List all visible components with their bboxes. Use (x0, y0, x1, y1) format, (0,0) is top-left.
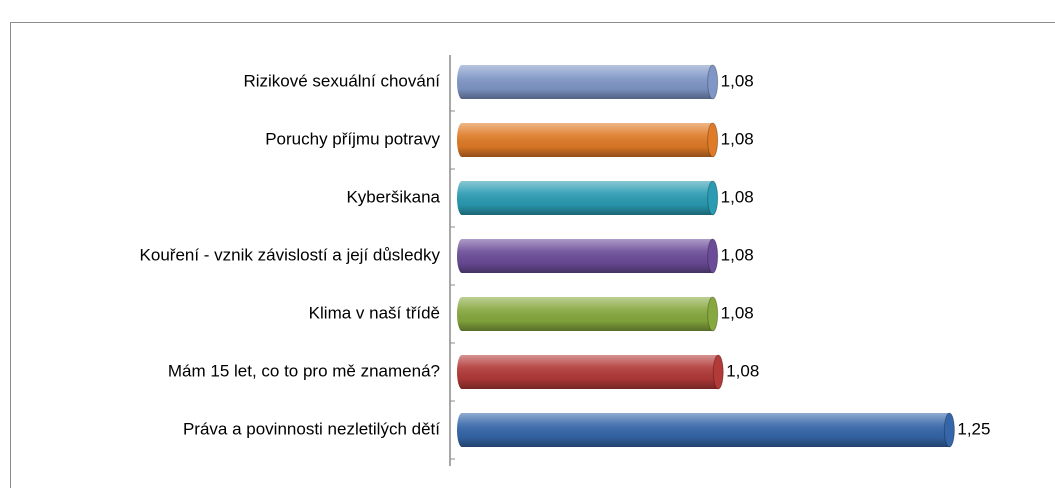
category-label: Poruchy příjmu potravy (265, 129, 440, 148)
bar-cap (943, 412, 955, 448)
bar-cap (707, 122, 719, 158)
bar-cap (707, 238, 719, 274)
bar-shine (457, 123, 718, 157)
value-label: 1,08 (721, 71, 754, 90)
bar-shine (457, 413, 955, 447)
bar-cap (707, 296, 719, 332)
bar-shine (457, 355, 724, 389)
category-label: Rizikové sexuální chování (243, 71, 440, 90)
category-label: Práva a povinnosti nezletilých dětí (183, 419, 440, 438)
category-label: Kyberšikana (346, 187, 440, 206)
value-label: 1,25 (957, 419, 990, 438)
category-label: Kouření - vznik závislostí a její důsled… (140, 245, 441, 264)
value-label: 1,08 (721, 187, 754, 206)
value-label: 1,08 (721, 129, 754, 148)
chart-frame (10, 22, 1055, 488)
category-label: Mám 15 let, co to pro mě znamená? (168, 361, 440, 380)
bar-cap (712, 354, 724, 390)
bar-shine (457, 297, 718, 331)
value-label: 1,08 (721, 245, 754, 264)
bar-shine (457, 181, 718, 215)
bar-shine (457, 239, 718, 273)
value-label: 1,08 (721, 303, 754, 322)
bar-shine (457, 65, 718, 99)
bar-cap (707, 64, 719, 100)
category-label: Klima v naší třídě (309, 303, 440, 322)
bar-cap (707, 180, 719, 216)
value-label: 1,08 (726, 361, 759, 380)
